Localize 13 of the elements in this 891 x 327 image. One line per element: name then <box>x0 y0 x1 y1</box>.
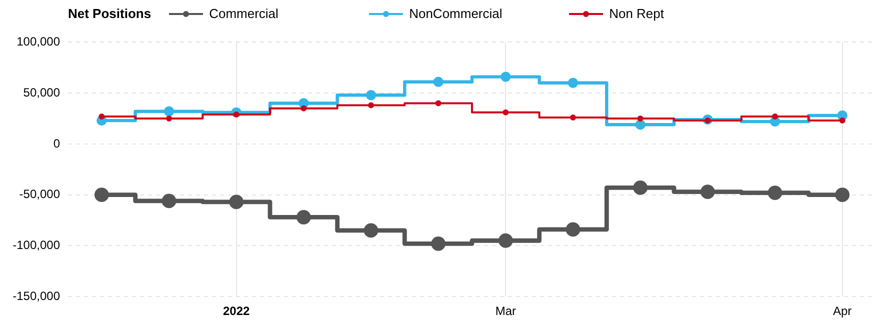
x-tick-label: 2022 <box>222 304 250 318</box>
y-tick-label: -100,000 <box>12 238 60 252</box>
x-tick-label: Apr <box>832 304 852 318</box>
legend-label: NonCommercial <box>409 6 502 21</box>
x-tick-label: Mar <box>495 304 516 318</box>
y-tick-label: 50,000 <box>23 85 60 100</box>
y-tick-label: 0 <box>53 136 60 150</box>
legend-title: Net Positions <box>68 6 152 21</box>
y-tick-label: -50,000 <box>19 187 60 202</box>
y-tick-label: -150,000 <box>12 288 60 303</box>
legend-label: Commercial <box>209 6 278 21</box>
y-tick-label: 100,000 <box>16 34 60 49</box>
legend-label: Non Rept <box>609 6 664 21</box>
